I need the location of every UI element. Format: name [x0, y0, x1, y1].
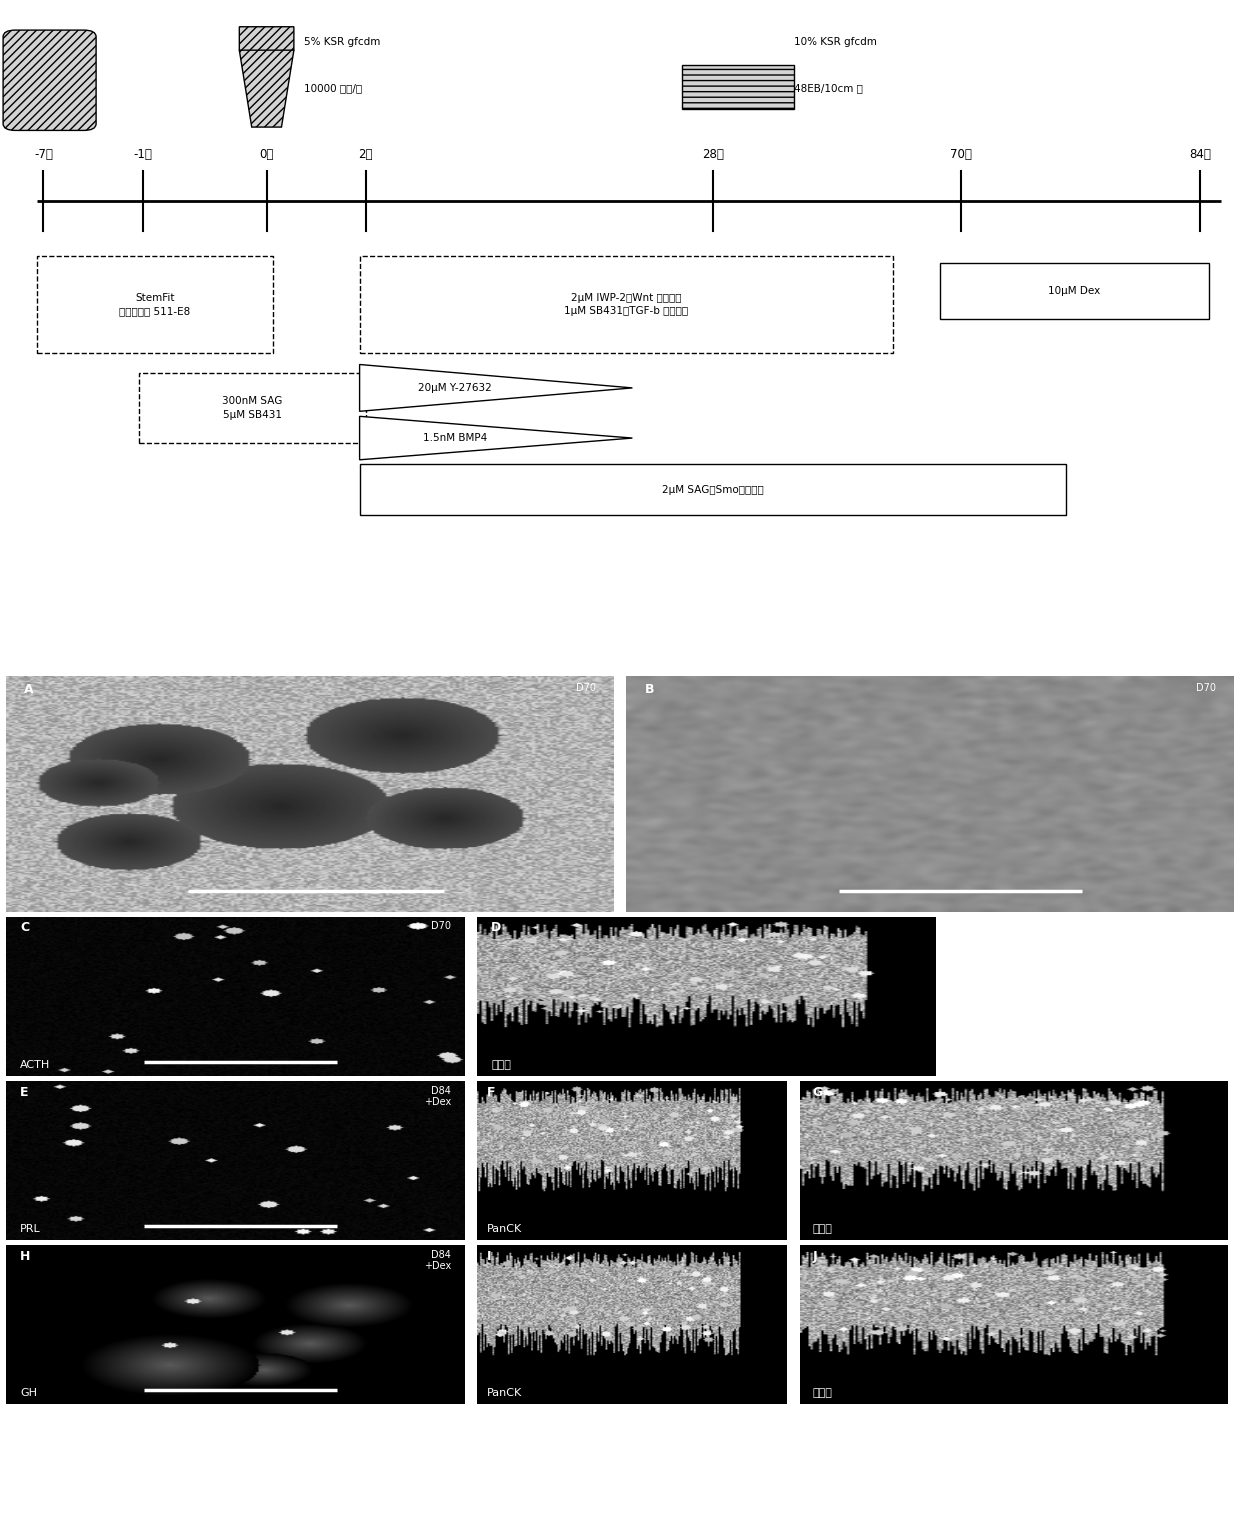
FancyBboxPatch shape	[682, 65, 794, 108]
FancyBboxPatch shape	[940, 263, 1209, 319]
Text: 10μM Dex: 10μM Dex	[1048, 286, 1101, 296]
Text: GH: GH	[20, 1388, 37, 1398]
Polygon shape	[239, 27, 294, 67]
FancyBboxPatch shape	[360, 465, 1066, 515]
Text: D70: D70	[432, 921, 451, 932]
Text: 28天: 28天	[702, 147, 724, 161]
Text: 10% KSR gfcdm: 10% KSR gfcdm	[794, 36, 877, 47]
Text: 10000 细胞/孔: 10000 细胞/孔	[304, 84, 362, 94]
FancyBboxPatch shape	[4, 30, 97, 131]
Text: C: C	[20, 921, 29, 935]
Text: 70天: 70天	[950, 147, 972, 161]
Text: 细胞核: 细胞核	[812, 1224, 832, 1234]
Text: 2μM SAG（Smo激动剂）: 2μM SAG（Smo激动剂）	[662, 485, 764, 494]
Text: PanCK: PanCK	[486, 1224, 522, 1234]
Polygon shape	[360, 416, 632, 459]
Polygon shape	[360, 365, 632, 412]
Polygon shape	[239, 50, 294, 128]
Text: 20μM Y-27632: 20μM Y-27632	[418, 383, 492, 392]
Text: -7天: -7天	[33, 147, 53, 161]
Text: 84天: 84天	[1189, 147, 1211, 161]
Text: D84
+Dex: D84 +Dex	[424, 1085, 451, 1107]
Text: StemFit
层粘连蛋白 511-E8: StemFit 层粘连蛋白 511-E8	[119, 293, 191, 316]
Text: D70: D70	[575, 684, 595, 693]
Text: ACTH: ACTH	[20, 1059, 50, 1070]
Text: I: I	[486, 1249, 491, 1263]
Text: 0天: 0天	[259, 147, 274, 161]
Text: 5% KSR gfcdm: 5% KSR gfcdm	[304, 36, 381, 47]
Text: G: G	[812, 1085, 823, 1099]
Text: PRL: PRL	[20, 1224, 41, 1234]
FancyBboxPatch shape	[139, 372, 366, 444]
Text: B: B	[645, 684, 653, 696]
Text: E: E	[20, 1085, 29, 1099]
Text: J: J	[812, 1249, 817, 1263]
Text: D70: D70	[1195, 684, 1215, 693]
Text: -1天: -1天	[133, 147, 153, 161]
Text: PanCK: PanCK	[486, 1388, 522, 1398]
Text: H: H	[20, 1249, 30, 1263]
Text: 48EB/10cm 皿: 48EB/10cm 皿	[794, 84, 863, 94]
Text: 2μM IWP-2（Wnt 抑制剂）
1μM SB431（TGF-b 抑制剂）: 2μM IWP-2（Wnt 抑制剂） 1μM SB431（TGF-b 抑制剂）	[564, 293, 688, 316]
FancyBboxPatch shape	[37, 255, 273, 353]
Text: 300nM SAG
5μM SB431: 300nM SAG 5μM SB431	[222, 397, 283, 420]
Text: F: F	[486, 1085, 495, 1099]
FancyBboxPatch shape	[360, 255, 893, 353]
Text: 细胞核: 细胞核	[491, 1059, 511, 1070]
Text: A: A	[25, 684, 33, 696]
Text: 1.5nM BMP4: 1.5nM BMP4	[423, 433, 487, 442]
Text: 细胞核: 细胞核	[812, 1388, 832, 1398]
Text: 2天: 2天	[358, 147, 373, 161]
Text: D84
+Dex: D84 +Dex	[424, 1249, 451, 1271]
Text: D: D	[491, 921, 501, 935]
